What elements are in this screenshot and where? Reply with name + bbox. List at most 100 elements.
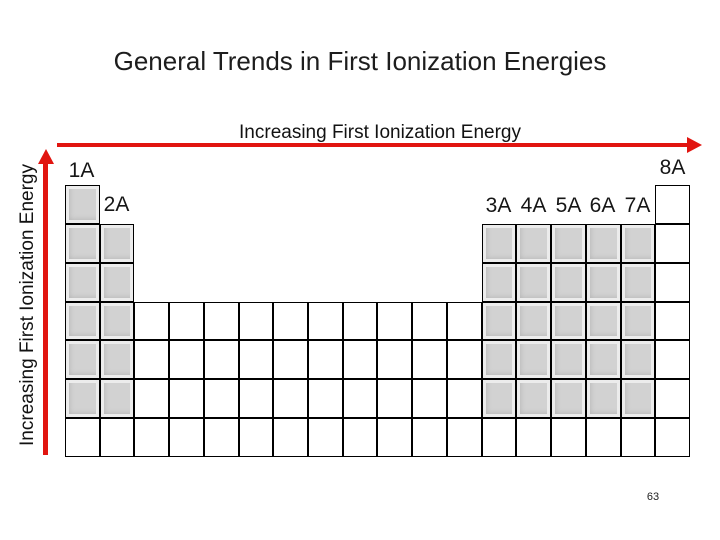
element-cell	[481, 262, 517, 302]
element-cell	[273, 379, 309, 419]
grid-gap	[239, 263, 274, 302]
element-cell	[203, 418, 239, 457]
element-cell	[65, 418, 100, 457]
element-cell	[516, 262, 552, 302]
element-cell	[412, 379, 447, 419]
element-cell	[342, 418, 378, 457]
element-cell	[99, 223, 135, 263]
element-cell	[65, 379, 100, 419]
element-cell	[655, 262, 690, 302]
element-cell	[551, 223, 586, 263]
horizontal-trend-label: Increasing First Ionization Energy	[239, 122, 521, 143]
grid-gap	[239, 185, 274, 224]
element-cell	[99, 418, 135, 457]
element-cell	[238, 418, 274, 457]
element-cell	[516, 301, 552, 341]
element-cell	[585, 223, 621, 263]
element-cell	[551, 418, 586, 457]
grid-gap	[343, 224, 378, 263]
element-cell	[481, 418, 517, 457]
element-cell	[377, 379, 413, 419]
element-cell	[273, 418, 309, 457]
grid-gap	[204, 263, 239, 302]
grid-gap	[412, 263, 447, 302]
element-cell	[308, 301, 343, 341]
element-cell	[134, 379, 170, 419]
element-cell	[551, 340, 586, 380]
element-cell	[65, 185, 100, 224]
grid-gap	[447, 224, 482, 263]
element-cell	[169, 379, 204, 419]
grid-gap	[377, 185, 412, 224]
element-cell	[273, 301, 309, 341]
grid-gap	[169, 185, 204, 224]
element-cell	[99, 262, 135, 302]
element-cell	[620, 301, 656, 341]
group-label-7a: 7A	[624, 194, 651, 217]
grid-gap	[273, 263, 308, 302]
element-cell	[655, 301, 690, 341]
element-cell	[551, 262, 586, 302]
vertical-trend-label: Increasing First Ionization Energy	[17, 164, 38, 446]
element-cell	[412, 340, 447, 380]
element-cell	[203, 340, 239, 380]
group-label-1a: 1A	[68, 159, 95, 182]
element-cell	[585, 301, 621, 341]
grid-gap	[377, 263, 412, 302]
element-cell	[446, 418, 482, 457]
element-cell	[655, 418, 690, 457]
grid-gap	[134, 224, 169, 263]
periodic-table-grid	[65, 185, 690, 457]
slide-title: General Trends in First Ionization Energ…	[113, 46, 607, 76]
element-cell	[446, 301, 482, 341]
element-cell	[134, 418, 170, 457]
element-cell	[308, 379, 343, 419]
element-cell	[342, 379, 378, 419]
element-cell	[412, 301, 447, 341]
element-cell	[203, 379, 239, 419]
grid-gap	[377, 224, 412, 263]
element-cell	[516, 379, 552, 419]
element-cell	[65, 223, 100, 263]
element-cell	[655, 185, 690, 224]
element-cell	[99, 379, 135, 419]
element-cell	[65, 262, 100, 302]
group-label-3a: 3A	[485, 194, 512, 217]
element-cell	[446, 379, 482, 419]
element-cell	[620, 223, 656, 263]
element-cell	[585, 418, 621, 457]
up-arrowhead-icon	[37, 149, 54, 164]
grid-gap	[134, 263, 169, 302]
grid-gap	[169, 263, 204, 302]
grid-gap	[169, 224, 204, 263]
element-cell	[238, 340, 274, 380]
element-cell	[99, 301, 135, 341]
element-cell	[99, 340, 135, 380]
vertical-arrow-shaft	[43, 162, 48, 455]
element-cell	[620, 379, 656, 419]
grid-gap	[273, 224, 308, 263]
element-cell	[585, 379, 621, 419]
element-cell	[342, 301, 378, 341]
grid-gap	[412, 185, 447, 224]
element-cell	[446, 340, 482, 380]
element-cell	[203, 301, 239, 341]
grid-gap	[308, 263, 343, 302]
element-cell	[620, 418, 656, 457]
element-cell	[342, 340, 378, 380]
element-cell	[238, 301, 274, 341]
element-cell	[308, 418, 343, 457]
element-cell	[134, 301, 170, 341]
grid-gap	[447, 185, 482, 224]
element-cell	[65, 340, 100, 380]
element-cell	[169, 340, 204, 380]
element-cell	[481, 340, 517, 380]
element-cell	[308, 340, 343, 380]
page-number: 63	[646, 491, 660, 503]
right-arrowhead-icon	[687, 137, 702, 153]
grid-gap	[343, 185, 378, 224]
element-cell	[655, 223, 690, 263]
group-label-4a: 4A	[520, 194, 547, 217]
grid-gap	[343, 263, 378, 302]
